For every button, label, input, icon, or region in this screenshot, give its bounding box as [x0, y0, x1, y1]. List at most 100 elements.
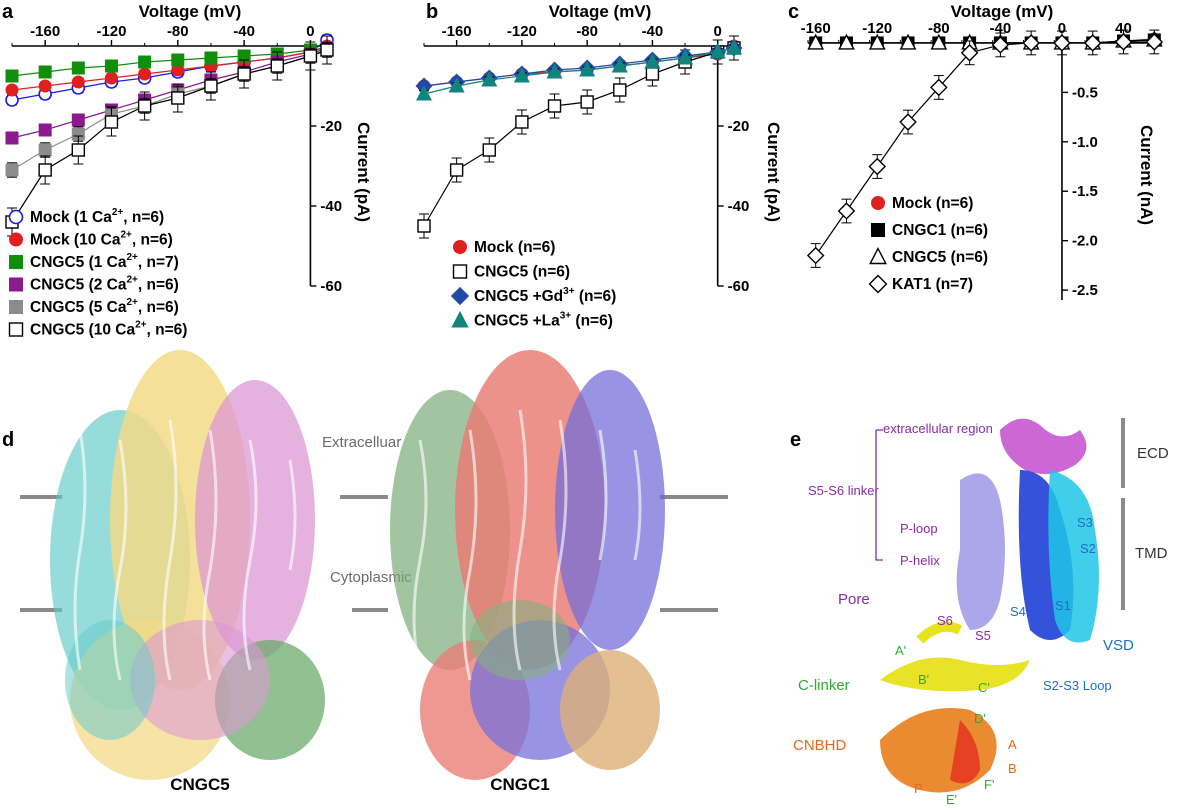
b-data-point	[415, 85, 433, 101]
a-legend-marker-4	[9, 300, 23, 314]
a-data-point	[38, 65, 52, 79]
panel-c-x-axis-title: Voltage (mV)	[951, 2, 1054, 21]
a-helix-label: A	[1008, 737, 1017, 752]
s5-label: S5	[975, 628, 991, 643]
c-legend-marker-3	[868, 274, 888, 294]
tmd-label: TMD	[1135, 545, 1168, 562]
s6-label: S6	[937, 613, 953, 628]
a-series-line-5	[11, 49, 328, 223]
a-x-tick-label: 0	[306, 23, 314, 40]
b-legend-entry-1: CNGC5 (n=6)	[474, 264, 570, 281]
a-data-point	[38, 143, 52, 157]
a-data-point	[5, 131, 19, 145]
a-data-point	[138, 55, 152, 69]
c-legend-entry-0: Mock (n=6)	[892, 195, 973, 212]
b-legend-entry-2: CNGC5 +Gd3+ (n=6)	[474, 286, 616, 305]
d-prime-label: D'	[974, 711, 986, 726]
b-y-tick-label: -40	[728, 198, 750, 215]
c-data-point	[838, 33, 855, 50]
a-data-point	[71, 75, 85, 89]
c-data-point	[868, 157, 887, 176]
a-data-point	[104, 59, 118, 73]
a-legend-marker-5	[8, 322, 24, 337]
a-legend-entry-1: Mock (10 Ca2+, n=6)	[30, 230, 173, 249]
b-data-point	[417, 219, 431, 233]
a-data-point	[237, 67, 251, 81]
c-data-point	[837, 202, 856, 220]
a-x-tick-label: -160	[30, 23, 60, 40]
a-data-point	[71, 113, 85, 127]
a-data-point	[171, 53, 185, 67]
c-y-tick-label: -1.5	[1072, 183, 1098, 200]
cngc5-monomer-illustration	[880, 418, 1099, 793]
c-x-tick-label: -80	[928, 20, 950, 37]
c-data-point	[1022, 34, 1040, 52]
s2-label: S2	[1080, 541, 1096, 556]
c-data-point	[806, 246, 825, 265]
panel-c-chart: c Voltage (mV) Current (nA) -160 -120 -80 -…	[788, 1, 1164, 300]
cngc1-structure-name: CNGC1	[490, 775, 550, 794]
a-data-point	[320, 43, 334, 57]
p-loop-label: P-loop	[900, 521, 938, 536]
cngc1-structure-illustration	[390, 350, 665, 780]
b-x-tick-label: -120	[507, 23, 537, 40]
f-prime-label: F'	[984, 777, 994, 792]
c-data-point	[868, 33, 886, 50]
panel-b-y-axis-title: Current (pA)	[764, 122, 783, 222]
extracellular-label: Extracelluar	[322, 434, 401, 451]
c-y-tick-label: -2.5	[1072, 282, 1098, 299]
panel-b-chart: b Voltage (mV) Current (pA) -160 -120 -80 -…	[415, 1, 783, 330]
a-legend-marker-1	[9, 232, 23, 247]
a-data-point	[171, 91, 185, 105]
c-data-point	[899, 33, 917, 50]
a-legend-marker-0	[8, 209, 24, 225]
a-y-tick-label: -60	[320, 278, 342, 295]
s1-label: S1	[1055, 598, 1071, 613]
panel-a-chart: a Voltage (mV) Current (pA) -160 -120 -80 -…	[2, 1, 373, 339]
c-data-point	[807, 33, 825, 50]
c-linker-label: C-linker	[798, 677, 850, 694]
c-data-point	[1145, 33, 1164, 51]
a-y-tick-label: -40	[320, 198, 342, 215]
b-x-tick-label: -40	[642, 23, 664, 40]
b-data-point	[579, 61, 596, 77]
panel-d-structures: d Extracelluar Cytoplasmic	[2, 350, 728, 794]
cngc5-structure-name: CNGC5	[170, 775, 230, 794]
b-data-point	[709, 43, 726, 59]
b-data-point	[547, 99, 562, 113]
panel-c-label: c	[788, 1, 799, 23]
c-legend-marker-0	[871, 196, 885, 210]
c-data-point	[960, 44, 979, 62]
b-legend-marker-2	[450, 286, 470, 306]
b-data-point	[448, 77, 465, 93]
a-data-point	[104, 115, 119, 129]
b-y-tick-label: -60	[728, 278, 750, 295]
b-data-point	[513, 67, 530, 83]
c-data-point	[930, 78, 948, 97]
c-data-point	[1083, 34, 1102, 52]
a-y-tick-label: -20	[320, 118, 342, 135]
a-legend-entry-2: CNGC5 (1 Ca2+, n=7)	[30, 252, 179, 271]
panel-e-label: e	[790, 429, 801, 451]
a-data-point	[5, 83, 19, 97]
a-data-point	[5, 69, 19, 83]
panel-a-y-axis-title: Current (pA)	[354, 122, 373, 222]
b-data-point	[645, 67, 660, 81]
panel-e-domain-map: e ECD TMD extracellular region S5-S6 lin…	[790, 418, 1169, 807]
b-legend-entry-0: Mock (n=6)	[474, 239, 555, 256]
c-x-tick-label: 40	[1115, 20, 1132, 37]
b-data-point	[482, 143, 496, 157]
b-prime-label: B'	[918, 672, 929, 687]
a-x-tick-label: -80	[167, 23, 189, 40]
b-data-point	[449, 163, 464, 177]
c-legend-entry-2: CNGC5 (n=6)	[892, 249, 988, 266]
b-data-point	[580, 95, 594, 109]
a-x-tick-label: -40	[233, 23, 255, 40]
a-data-point	[137, 99, 152, 113]
c-prime-label: C'	[978, 680, 990, 695]
cngc5-structure-illustration	[50, 350, 325, 780]
a-legend-marker-2	[9, 255, 23, 269]
b-series-line-1	[423, 47, 735, 227]
b-data-point	[677, 49, 694, 65]
extracellular-region-label: extracellular region	[883, 421, 993, 436]
